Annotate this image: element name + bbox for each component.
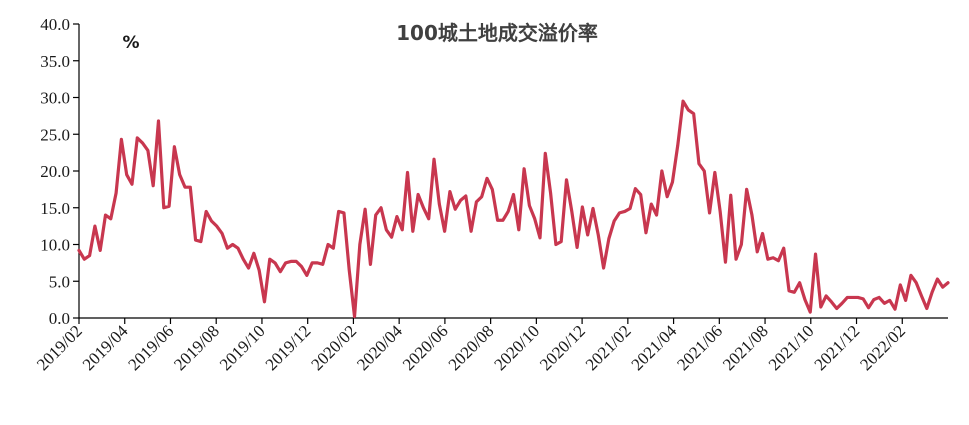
x-tick-label: 2020/08 bbox=[445, 321, 498, 374]
y-tick-label: 15.0 bbox=[40, 199, 70, 218]
y-tick-label: 20.0 bbox=[40, 162, 70, 181]
x-tick-label: 2019/12 bbox=[262, 321, 315, 374]
x-axis-ticks: 2019/022019/042019/062019/082019/102019/… bbox=[33, 318, 909, 374]
y-tick-label: 30.0 bbox=[40, 89, 70, 108]
x-tick-label: 2020/10 bbox=[490, 321, 543, 374]
y-unit-label: % bbox=[122, 33, 139, 53]
y-tick-label: 25.0 bbox=[40, 125, 70, 144]
y-tick-label: 5.0 bbox=[49, 272, 70, 291]
x-tick-label: 2020/04 bbox=[353, 321, 406, 374]
x-tick-label: 2020/02 bbox=[307, 321, 360, 374]
x-tick-label: 2019/06 bbox=[124, 321, 177, 374]
y-tick-label: 0.0 bbox=[49, 309, 70, 328]
x-tick-label: 2019/10 bbox=[216, 321, 269, 374]
x-tick-label: 2019/04 bbox=[79, 321, 132, 374]
x-tick-label: 2021/02 bbox=[582, 321, 635, 374]
x-tick-label: 2020/06 bbox=[399, 321, 452, 374]
series-line-0 bbox=[77, 99, 950, 319]
y-axis-ticks: 0.0 5.0 10.0 15.0 20.0 25.0 30.0 35.0 40.0 bbox=[40, 15, 79, 328]
chart-title: 100城土地成交溢价率 bbox=[396, 21, 598, 45]
x-tick-label: 2020/12 bbox=[536, 321, 589, 374]
x-tick-label: 2021/08 bbox=[719, 321, 772, 374]
x-tick-label: 2021/12 bbox=[811, 321, 864, 374]
x-tick-label: 2021/06 bbox=[673, 321, 726, 374]
x-tick-label: 2019/02 bbox=[33, 321, 86, 374]
x-tick-label: 2021/04 bbox=[628, 321, 681, 374]
x-tick-label: 2022/02 bbox=[856, 321, 909, 374]
series-group bbox=[77, 99, 950, 319]
y-tick-label: 10.0 bbox=[40, 236, 70, 255]
x-tick-label: 2021/10 bbox=[765, 321, 818, 374]
y-tick-label: 35.0 bbox=[40, 52, 70, 71]
y-tick-label: 40.0 bbox=[40, 15, 70, 34]
x-tick-label: 2019/08 bbox=[170, 321, 223, 374]
